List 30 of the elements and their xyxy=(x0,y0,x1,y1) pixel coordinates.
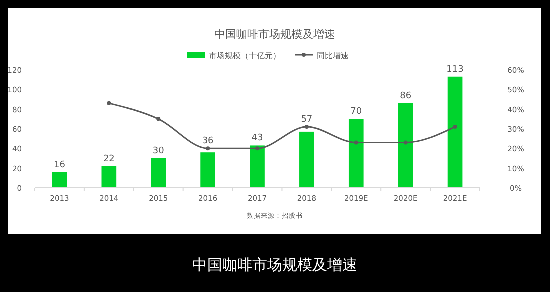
bar xyxy=(200,152,216,188)
data-label: 57 xyxy=(301,115,313,126)
bar xyxy=(250,146,265,188)
data-label: 86 xyxy=(400,91,412,102)
data-label: 43 xyxy=(252,134,264,144)
bar xyxy=(348,119,364,188)
point xyxy=(256,146,260,151)
point xyxy=(206,146,210,151)
legend-label: 市场规模（十亿元） xyxy=(209,52,281,60)
point xyxy=(354,140,358,145)
bar xyxy=(52,172,68,188)
point xyxy=(304,125,309,130)
point xyxy=(156,117,161,122)
bar xyxy=(102,166,117,188)
data-label: 70 xyxy=(350,107,362,118)
data-label: 30 xyxy=(152,146,165,156)
legend-label: 同比增速 xyxy=(317,52,349,60)
data-label: 36 xyxy=(202,136,214,147)
data-label: 16 xyxy=(54,160,66,170)
point xyxy=(404,140,408,145)
text: 中国咖啡市场规模及增速 xyxy=(192,256,358,274)
bar xyxy=(448,76,463,188)
bar xyxy=(300,132,314,188)
chart-title: 中国咖啡市场规模及增速 xyxy=(214,28,336,41)
point xyxy=(107,101,112,106)
bar xyxy=(151,158,166,188)
bar xyxy=(398,103,414,188)
data-label: 113 xyxy=(446,64,464,75)
point xyxy=(453,125,458,130)
data-label: 22 xyxy=(103,154,115,164)
